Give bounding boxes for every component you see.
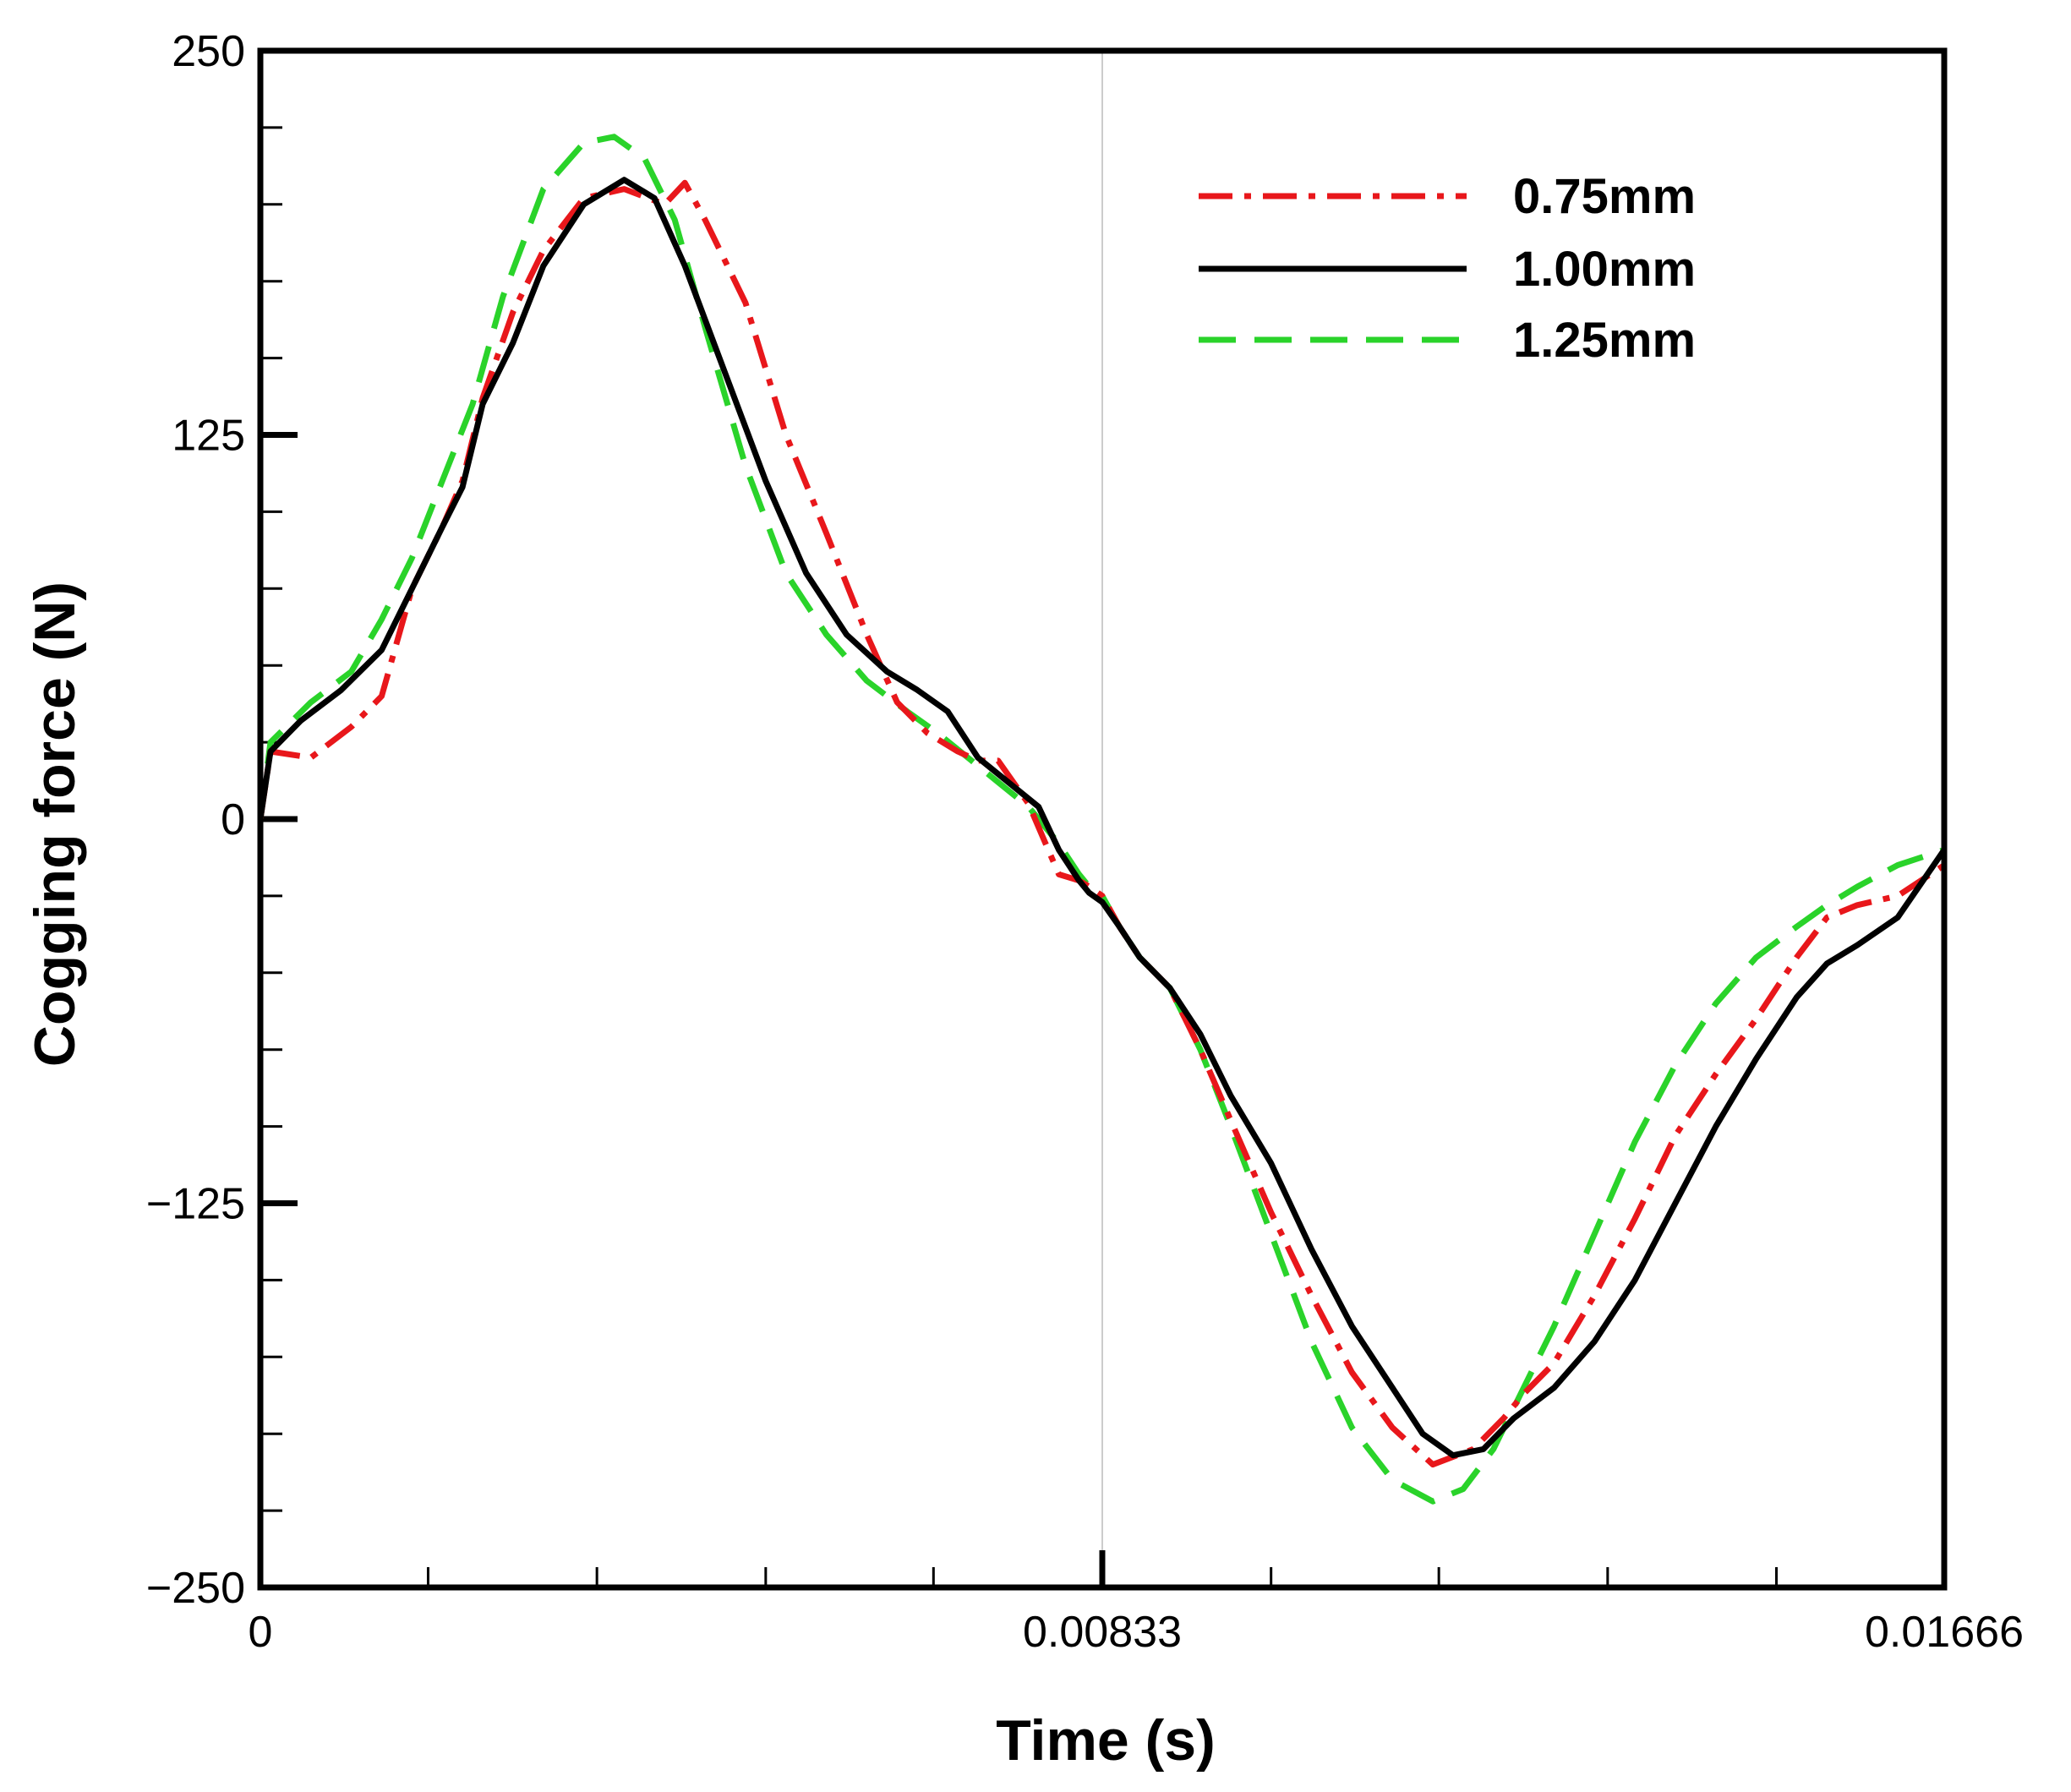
y-tick-label: −125 [146, 1180, 245, 1229]
y-tick-label: 250 [172, 27, 245, 76]
x-axis-title: Time (s) [996, 1708, 1215, 1773]
x-tick-label: 0.00833 [1023, 1608, 1182, 1657]
x-tick-label: 0.01666 [1865, 1608, 2024, 1657]
legend-label: 1.25mm [1513, 313, 1696, 368]
legend: 0.75mm 1.00mm 1.25mm [1199, 169, 1696, 368]
y-tick-label: 0 [221, 795, 245, 844]
y-tick-label: 125 [172, 412, 245, 461]
series-layer [257, 134, 1947, 1505]
plot-frame [257, 47, 1948, 1591]
x-tick-label: 0 [249, 1608, 273, 1657]
legend-label: 1.00mm [1513, 242, 1696, 297]
labels-layer: 0 0.00833 0.01666 250 125 0 −125 −250 [146, 27, 2024, 1657]
y-tick-label: −250 [146, 1564, 245, 1613]
series-line-1-00mm [257, 177, 1947, 1459]
legend-label: 0.75mm [1513, 169, 1696, 224]
y-axis-title: Cogging force (N) [23, 582, 87, 1067]
series-line-0-75mm [257, 179, 1946, 1468]
